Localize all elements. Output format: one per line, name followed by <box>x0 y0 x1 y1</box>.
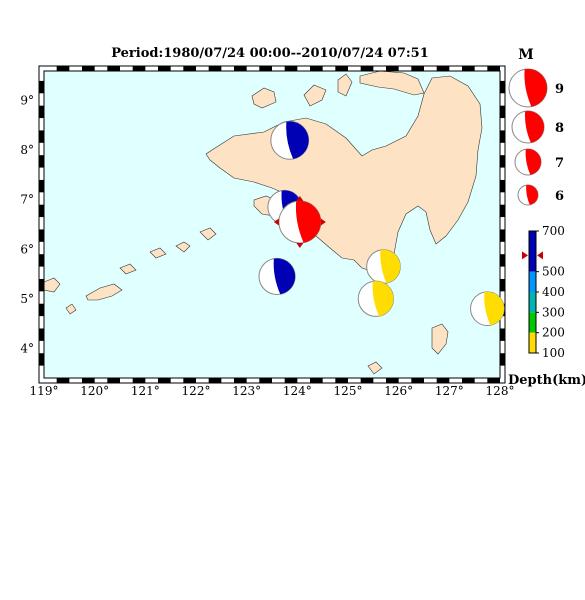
island-sulu-2 <box>149 247 167 259</box>
magnitude-legend-ball <box>508 68 548 108</box>
magnitude-legend-label: 8 <box>555 121 564 136</box>
lat-tick-label: 4° <box>20 341 34 355</box>
event-beachball <box>258 257 296 296</box>
lat-tick-label: 8° <box>20 143 34 157</box>
colorbar-band <box>529 231 536 272</box>
map-frame <box>38 65 506 384</box>
magnitude-legend-ball <box>517 184 539 206</box>
event-beachball <box>470 291 505 326</box>
depth-colorbar: 700 500 400 300 200 100 <box>522 224 565 360</box>
island-basilan <box>199 227 217 241</box>
colorbar-label: 400 <box>542 285 565 299</box>
colorbar-marker-right <box>537 251 543 260</box>
lat-tick-label: 6° <box>20 242 34 256</box>
lon-tick-label: 121° <box>131 384 160 398</box>
depth-unit-label: Depth(km) <box>508 373 585 388</box>
event-beachball <box>270 120 310 160</box>
island-leyte <box>359 70 425 96</box>
colorbar-band <box>529 332 536 353</box>
landmasses <box>43 70 483 375</box>
lat-tick-label: 5° <box>20 292 34 306</box>
island-cebu <box>303 84 327 107</box>
island-bohol <box>337 73 353 97</box>
colorbar-label: 100 <box>542 346 565 360</box>
magnitude-legend-ball <box>511 110 545 144</box>
magnitude-legend-heading: M <box>518 47 534 63</box>
selection-marker <box>273 218 279 226</box>
magnitude-legend-label: 6 <box>555 189 564 204</box>
lon-tick-label: 125° <box>334 384 363 398</box>
latitude-ticks: 9° 8° 7° 6° 5° 4° <box>20 94 34 356</box>
colorbar-band <box>529 271 536 292</box>
lat-tick-label: 9° <box>20 94 34 108</box>
lon-tick-label: 126° <box>384 384 413 398</box>
selection-marker <box>296 243 304 249</box>
island-sulu-3 <box>119 263 137 275</box>
lon-tick-label: 119° <box>30 384 59 398</box>
lon-tick-label: 127° <box>435 384 464 398</box>
magnitude-legend-label: 7 <box>555 156 564 171</box>
lat-tick-label: 7° <box>20 193 34 207</box>
lon-tick-label: 122° <box>182 384 211 398</box>
selection-marker <box>320 218 326 226</box>
island-sulu-1 <box>175 241 191 253</box>
earthquake-events <box>258 120 505 326</box>
event-beachball <box>357 280 395 317</box>
colorbar-band <box>529 312 536 333</box>
lon-tick-label: 128° <box>486 384 515 398</box>
lon-tick-label: 124° <box>283 384 312 398</box>
island-tawi-tawi <box>85 283 123 301</box>
colorbar-label: 300 <box>542 305 565 319</box>
colorbar-marker-left <box>522 251 528 260</box>
colorbar-band <box>529 292 536 313</box>
selection-marker <box>296 196 304 202</box>
colorbar-label: 700 <box>542 224 565 238</box>
magnitude-legend-ball <box>514 148 542 176</box>
colorbar-label: 200 <box>542 326 565 340</box>
island-sangihe <box>367 361 383 375</box>
longitude-ticks: 119° 120° 121° 122° 123° 124° 125° 126° 127° 128° <box>30 384 515 398</box>
colorbar-label: 500 <box>542 265 565 279</box>
event-beachball <box>278 200 322 244</box>
lon-tick-label: 123° <box>232 384 261 398</box>
magnitude-legend-label: 9 <box>555 82 564 97</box>
lon-tick-label: 120° <box>80 384 109 398</box>
map-title: Period:1980/07/24 00:00--2010/07/24 07:5… <box>111 46 429 61</box>
event-beachball <box>366 249 401 284</box>
island-talaud <box>431 323 449 355</box>
island-small-sw <box>65 303 77 315</box>
magnitude-legend: 9 8 7 6 <box>508 68 564 206</box>
island-panay <box>251 87 277 109</box>
